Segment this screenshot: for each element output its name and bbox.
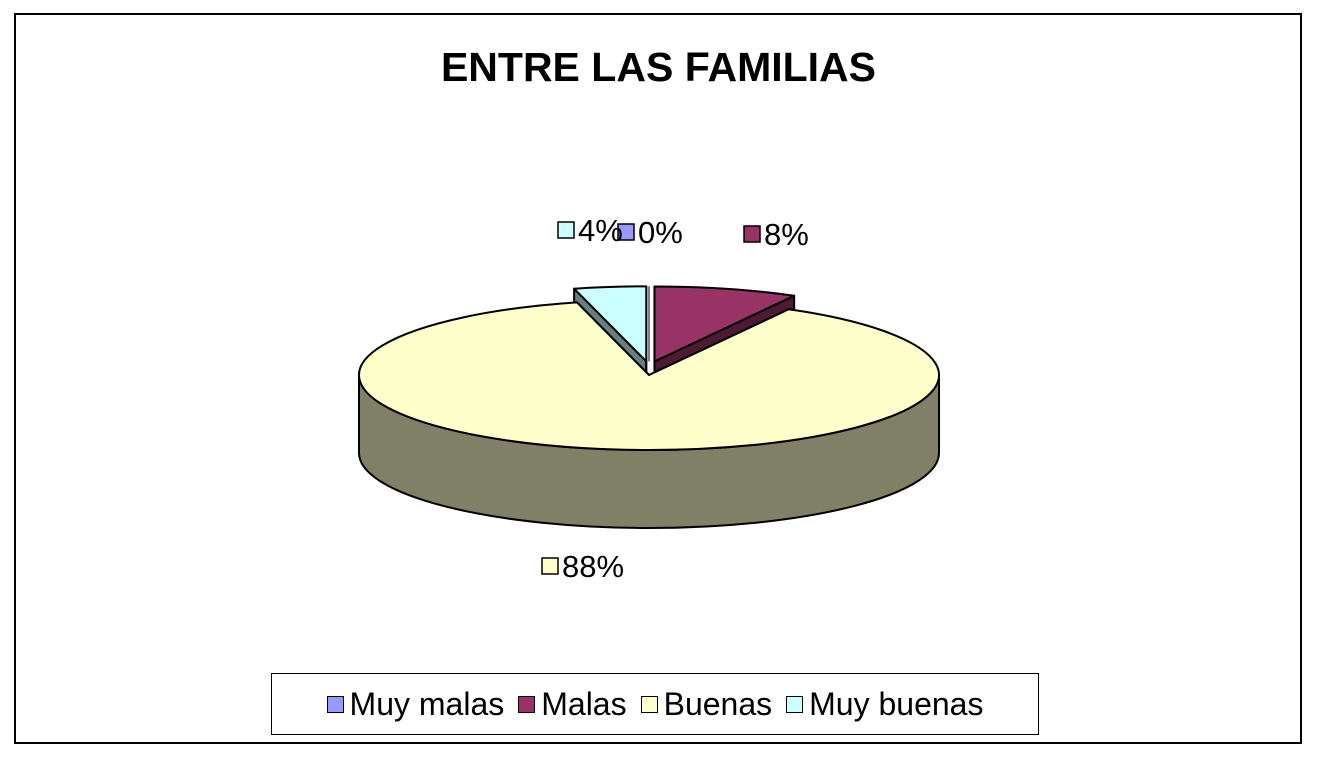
data-label-buenas: 88% (541, 549, 624, 584)
data-label-malas-key (743, 225, 761, 243)
legend-label-muy-buenas: Muy buenas (809, 685, 984, 722)
data-label-muy-malas-key (617, 223, 635, 241)
legend-item-buenas: Buenas (640, 685, 773, 723)
legend-item-muy-buenas: Muy buenas (786, 686, 983, 723)
data-label-muy-malas: 0% (617, 215, 683, 250)
legend-swatch-malas (518, 695, 536, 713)
pie-slice-buenas (358, 301, 940, 529)
data-label-muy-buenas-key (557, 221, 575, 239)
data-label-malas-text: 8% (764, 217, 809, 252)
legend-label-muy-malas: Muy malas (349, 685, 505, 722)
legend-label-malas: Malas (541, 685, 627, 722)
legend-swatch-buenas (640, 695, 658, 713)
legend-item-muy-malas: Muy malas (326, 685, 505, 723)
chart-title: ENTRE LAS FAMILIAS (440, 44, 877, 90)
data-label-muy-malas-text: 0% (638, 215, 683, 250)
data-label-buenas-key (541, 557, 559, 575)
data-label-buenas-text: 88% (562, 549, 624, 584)
legend-item-malas: Malas (518, 685, 627, 723)
pie-slice-buenas-top (358, 301, 940, 451)
data-label-muy-buenas: 4% (557, 213, 623, 248)
data-label-malas: 8% (743, 217, 809, 252)
pie-slice-malas-top (653, 285, 796, 363)
pie-slice-muy-buenas-top (573, 285, 648, 363)
legend-label-buenas: Buenas (663, 685, 773, 722)
legend-swatch-muy-buenas (786, 695, 804, 713)
legend-swatch-muy-malas (326, 695, 344, 713)
legend: Muy malas Malas Buenas Muy buenas (271, 673, 1039, 735)
data-label-muy-buenas-text: 4% (578, 213, 623, 248)
